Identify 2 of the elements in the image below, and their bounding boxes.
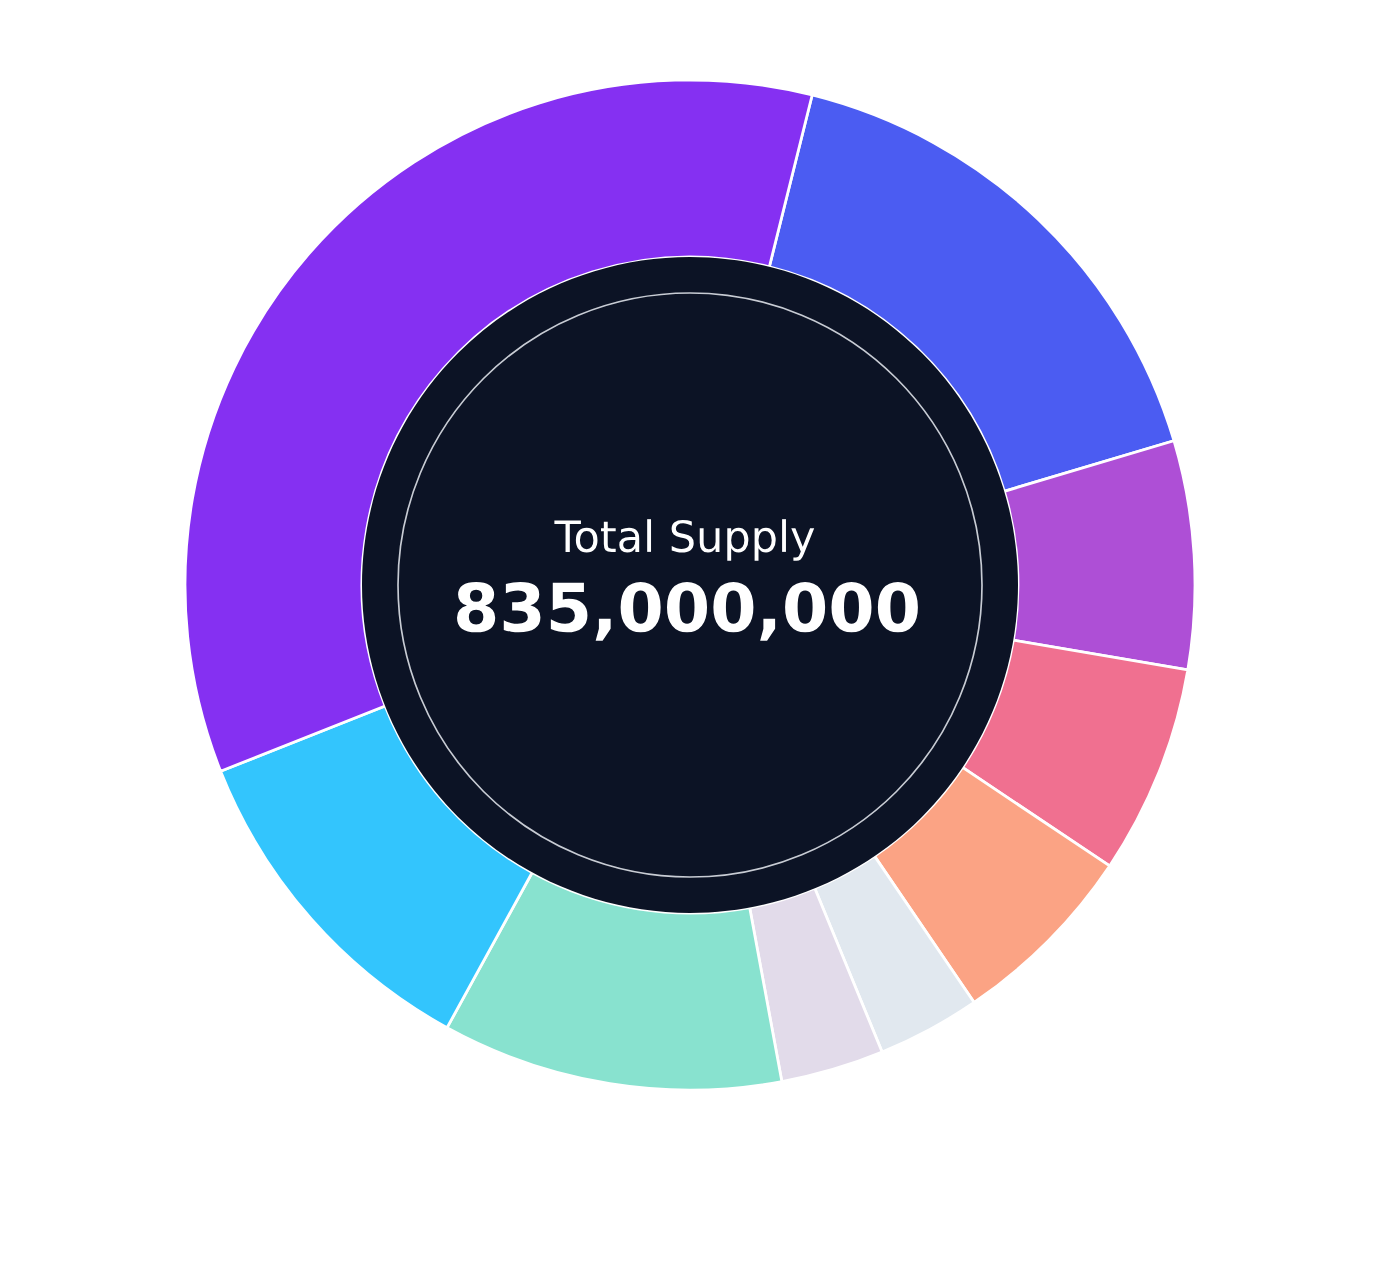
text: 835,000,000 — [457, 581, 918, 641]
text: Total Supply — [554, 519, 815, 561]
